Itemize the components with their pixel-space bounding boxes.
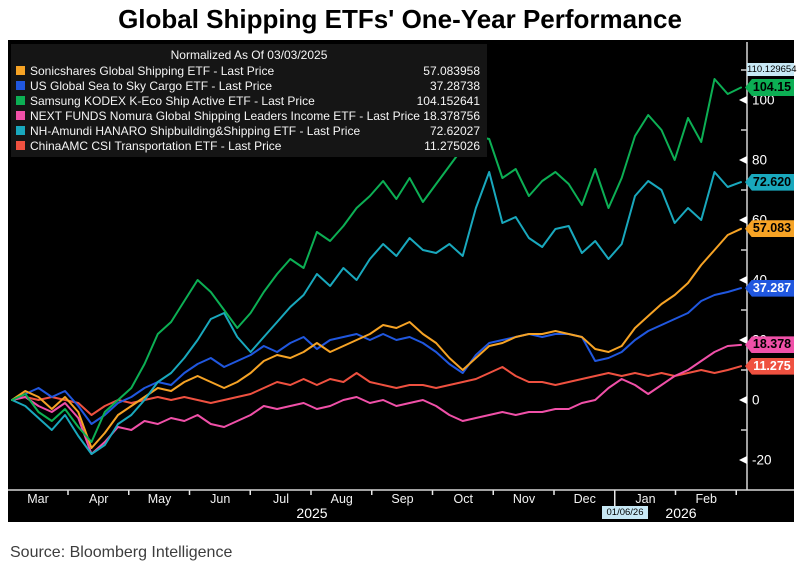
chart-plot-area[interactable]: Mar Apr May Jun Jul Aug Sep Oct Nov Dec Jan Feb 2025…: [8, 40, 794, 522]
legend-value: 11.275026: [424, 138, 480, 153]
x-axis-month-label: Aug: [331, 492, 353, 506]
x-axis-tick: [371, 490, 373, 495]
x-axis-year-label: 2025: [296, 505, 327, 521]
x-axis-tick: [310, 490, 312, 495]
x-axis-month-label: Oct: [454, 492, 474, 506]
x-axis-tick: [128, 490, 130, 495]
legend-value: 37.28738: [429, 78, 480, 93]
y-axis-major-tick: [739, 276, 747, 284]
x-axis-month-label: Nov: [513, 492, 536, 506]
x-axis-year-label: 2026: [665, 505, 696, 521]
x-axis-month-label: Jul: [273, 492, 289, 506]
legend-item: ChinaAMC CSI Transportation ETF - Last P…: [16, 138, 482, 153]
y-axis-minor-tick: [741, 189, 747, 191]
legend-value: 72.62027: [429, 123, 480, 138]
legend-swatch-icon: [16, 66, 25, 75]
source-text: Source: Bloomberg Intelligence: [10, 544, 233, 561]
legend-swatch-icon: [16, 111, 25, 120]
chart-panel: Mar Apr May Jun Jul Aug Sep Oct Nov Dec Jan Feb 2025…: [8, 40, 797, 524]
legend-swatch-icon: [16, 96, 25, 105]
series-line-2: [11, 78, 742, 443]
y-axis-minor-tick: [741, 129, 747, 131]
y-axis-tick-label: -20: [752, 453, 772, 468]
x-axis-tick: [431, 490, 434, 495]
x-axis-tick: [735, 490, 737, 495]
legend-value: 18.378756: [423, 108, 480, 123]
page-title: Global Shipping ETFs' One-Year Performan…: [118, 4, 682, 34]
x-axis-month-label: Dec: [574, 492, 596, 506]
legend-item: Samsung KODEX K-Eco Ship Active ETF - La…: [16, 93, 482, 108]
y-axis-minor-tick: [741, 249, 747, 251]
legend-value: 104.152641: [416, 93, 480, 108]
legend-label: Sonicshares Global Shipping ETF - Last P…: [30, 63, 275, 78]
series-line-4: [11, 171, 742, 455]
series-line-0: [11, 227, 742, 449]
price-label: 11.275: [745, 357, 794, 375]
price-label: 18.378: [745, 336, 794, 354]
price-label: 57.083: [745, 220, 794, 238]
y-axis-major-tick: [739, 456, 747, 464]
legend-item: Sonicshares Global Shipping ETF - Last P…: [16, 63, 482, 78]
y-axis-tick-label: 80: [752, 153, 767, 168]
legend-rows: Sonicshares Global Shipping ETF - Last P…: [16, 63, 482, 153]
legend-swatch-icon: [16, 126, 25, 135]
legend-swatch-icon: [16, 81, 25, 90]
y-axis-tick-label: 100: [752, 93, 775, 108]
legend-label: US Global Sea to Sky Cargo ETF - Last Pr…: [30, 78, 273, 93]
y-axis-major-tick: [739, 336, 747, 344]
y-axis-major-tick: [739, 156, 747, 164]
tracker-value-label: 110.129654: [747, 63, 797, 76]
x-axis-month-label: May: [148, 492, 172, 506]
y-axis-major-tick: [739, 396, 747, 404]
y-axis-minor-tick: [741, 309, 747, 311]
legend-swatch-icon: [16, 141, 25, 150]
x-axis-month-label: Sep: [391, 492, 413, 506]
x-axis-tick: [614, 490, 616, 510]
legend-value: 57.083958: [423, 63, 480, 78]
y-axis-minor-tick: [741, 429, 747, 431]
series-line-1: [11, 287, 742, 425]
chart-legend: Normalized As Of 03/03/2025 Sonicshares …: [11, 44, 487, 157]
y-axis-tick-label: 0: [752, 393, 760, 408]
series-line-5: [11, 365, 742, 416]
legend-label: NEXT FUNDS Nomura Global Shipping Leader…: [30, 108, 420, 123]
x-axis-tick: [492, 490, 494, 495]
price-label: 37.287: [745, 279, 794, 297]
y-axis-minor-tick: [741, 69, 747, 71]
x-axis-tick: [674, 490, 677, 495]
y-axis-major-tick: [739, 216, 747, 224]
x-axis-month-label: Apr: [89, 492, 108, 506]
legend-item: NH-Amundi HANARO Shipbuilding&Shipping E…: [16, 123, 482, 138]
y-axis-major-tick: [739, 96, 747, 104]
legend-item: US Global Sea to Sky Cargo ETF - Last Pr…: [16, 78, 482, 93]
legend-header: Normalized As Of 03/03/2025: [170, 48, 328, 62]
x-axis-tick: [67, 490, 69, 495]
x-axis-month-label: Feb: [695, 492, 717, 506]
price-label: 104.15: [745, 79, 794, 97]
x-axis-tick: [553, 490, 555, 495]
price-label: 72.620: [745, 173, 794, 191]
x-axis-tick: [249, 490, 251, 495]
x-axis-tick: [188, 490, 191, 495]
legend-label: Samsung KODEX K-Eco Ship Active ETF - La…: [30, 93, 315, 108]
tracker-date-label: 01/06/26: [602, 506, 648, 519]
y-axis-minor-tick: [741, 369, 747, 371]
legend-label: NH-Amundi HANARO Shipbuilding&Shipping E…: [30, 123, 361, 138]
x-axis-month-label: Jan: [635, 492, 655, 506]
series-line-3: [11, 343, 742, 455]
legend-item: NEXT FUNDS Nomura Global Shipping Leader…: [16, 108, 482, 123]
x-axis-month-label: Mar: [27, 492, 49, 506]
x-axis-month-label: Jun: [210, 492, 230, 506]
legend-label: ChinaAMC CSI Transportation ETF - Last P…: [30, 138, 282, 153]
